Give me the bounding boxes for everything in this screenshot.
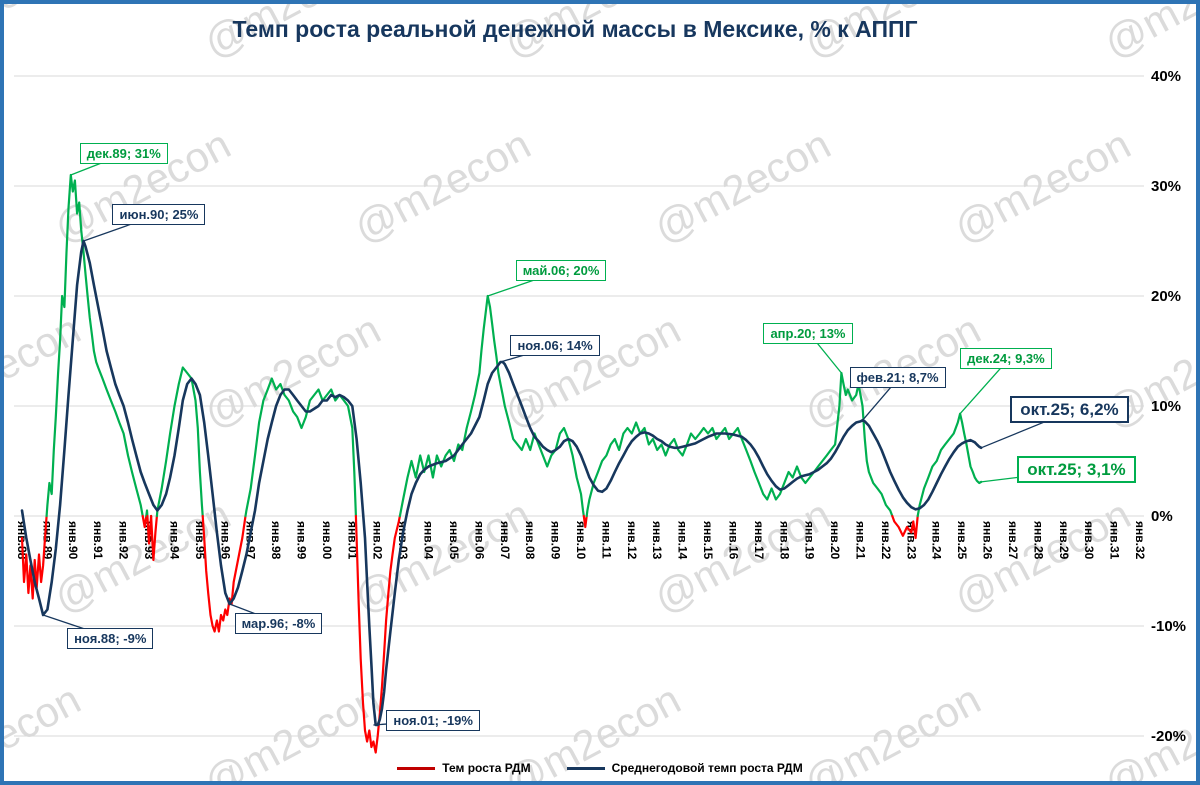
x-axis-label: янв.26 [981, 521, 995, 560]
x-axis-label: янв.22 [879, 521, 893, 560]
x-axis-label: янв.16 [726, 521, 740, 560]
chart-canvas: @m2econ @m2econ @m2econ @m2econ@m2econ @m2ec… [4, 4, 1196, 781]
series-line-monthly [916, 412, 983, 518]
annotation-callout: дек.89; 31% [79, 143, 168, 164]
annotation-callout: июн.90; 25% [112, 204, 206, 225]
x-axis-label: янв.21 [853, 521, 867, 560]
y-axis-label: 10% [1151, 398, 1181, 415]
x-axis-label: янв.19 [803, 521, 817, 560]
x-axis-label: янв.91 [91, 521, 105, 560]
series-line-monthly [146, 514, 153, 545]
x-axis-label: янв.17 [752, 521, 766, 560]
series-line-average [20, 239, 983, 727]
x-axis-label: янв.20 [828, 521, 842, 560]
legend-line-navy [566, 766, 605, 770]
chart-title: Темп роста реальной денежной массы в Мек… [232, 16, 918, 42]
series-line-monthly [201, 514, 247, 633]
x-axis-label: янв.10 [574, 521, 588, 560]
y-axis-label: -10% [1151, 618, 1186, 635]
annotation-callout: май.06; 20% [515, 260, 607, 281]
x-axis-label: янв.24 [930, 521, 944, 560]
annotation-callout: окт.25; 3,1% [1017, 455, 1136, 483]
y-axis-label: -20% [1151, 728, 1186, 745]
x-axis-label: янв.30 [1082, 521, 1096, 560]
x-axis-label: янв.29 [1057, 521, 1071, 560]
x-axis-label: янв.98 [269, 521, 283, 560]
x-axis-label: янв.02 [371, 521, 385, 560]
legend: Тем роста РДМ Среднегодовой темп роста Р… [4, 761, 1196, 775]
x-axis-label: янв.08 [523, 521, 537, 560]
x-axis-label: янв.07 [498, 521, 512, 560]
annotation-callout: окт.25; 6,2% [1010, 395, 1129, 423]
x-axis-label: янв.00 [320, 521, 334, 560]
x-axis-label: янв.27 [1006, 521, 1020, 560]
series-line-monthly [150, 514, 158, 562]
x-axis-label: янв.99 [294, 521, 308, 560]
legend-line-red [397, 766, 436, 770]
series-line-monthly [155, 366, 204, 518]
x-axis-label: янв.06 [472, 521, 486, 560]
legend-label-average: Среднегодовой темп роста РДМ [611, 761, 803, 775]
x-axis-label: янв.28 [1031, 521, 1045, 560]
x-axis-labels: янв.88 янв.89 янв.90 янв.91 янв.92 янв.93 янв.… [15, 521, 1147, 560]
legend-item-monthly: Тем роста РДМ [397, 761, 531, 775]
series-line-monthly [398, 294, 585, 518]
x-axis-label: янв.25 [955, 521, 969, 560]
x-axis-label: янв.14 [676, 521, 690, 560]
annotation-callout: апр.20; 13% [763, 323, 853, 344]
annotation-callout: ноя.01; -19% [386, 710, 480, 731]
x-axis-label: янв.92 [117, 521, 131, 560]
y-axis-label: 20% [1151, 288, 1181, 305]
x-axis-label: янв.09 [549, 521, 563, 560]
x-axis-label: янв.94 [167, 521, 181, 560]
series-line-monthly [585, 371, 894, 518]
x-axis-label: янв.05 [447, 521, 461, 560]
series-line-monthly [354, 514, 401, 754]
y-axis-label: 40% [1151, 68, 1181, 85]
y-axis-label: 0% [1151, 508, 1173, 525]
annotation-callout: фев.21; 8,7% [849, 367, 946, 389]
x-axis-label: янв.32 [1133, 521, 1147, 560]
x-axis-label: янв.18 [777, 521, 791, 560]
annotation-callout: ноя.88; -9% [67, 628, 154, 649]
x-axis-label: янв.31 [1108, 521, 1122, 560]
annotation-callout: дек.24; 9,3% [960, 347, 1052, 369]
x-axis-label: янв.90 [66, 521, 80, 560]
legend-label-monthly: Тем роста РДМ [442, 761, 531, 775]
x-axis-label: янв.89 [40, 521, 54, 560]
series-line-monthly [45, 173, 144, 518]
series-line-monthly [891, 514, 919, 540]
x-axis-label: янв.96 [218, 521, 232, 560]
x-axis-label: янв.12 [625, 521, 639, 560]
series-line-monthly [20, 514, 48, 600]
x-axis-label: янв.11 [599, 521, 613, 559]
watermark-text: @m2econ [196, 305, 388, 437]
series-line-monthly [145, 509, 149, 518]
series-layer [20, 173, 983, 754]
series-line-monthly [582, 514, 588, 529]
series-line-monthly [141, 514, 148, 529]
x-axis-label: янв.15 [701, 521, 715, 560]
x-axis-label: янв.04 [422, 521, 436, 560]
annotation-callout: мар.96; -8% [234, 613, 323, 634]
y-axis-label: 30% [1151, 178, 1181, 195]
x-axis-label: янв.13 [650, 521, 664, 560]
legend-item-average: Среднегодовой темп роста РДМ [566, 761, 803, 775]
annotation-callout: ноя.06; 14% [510, 335, 600, 356]
